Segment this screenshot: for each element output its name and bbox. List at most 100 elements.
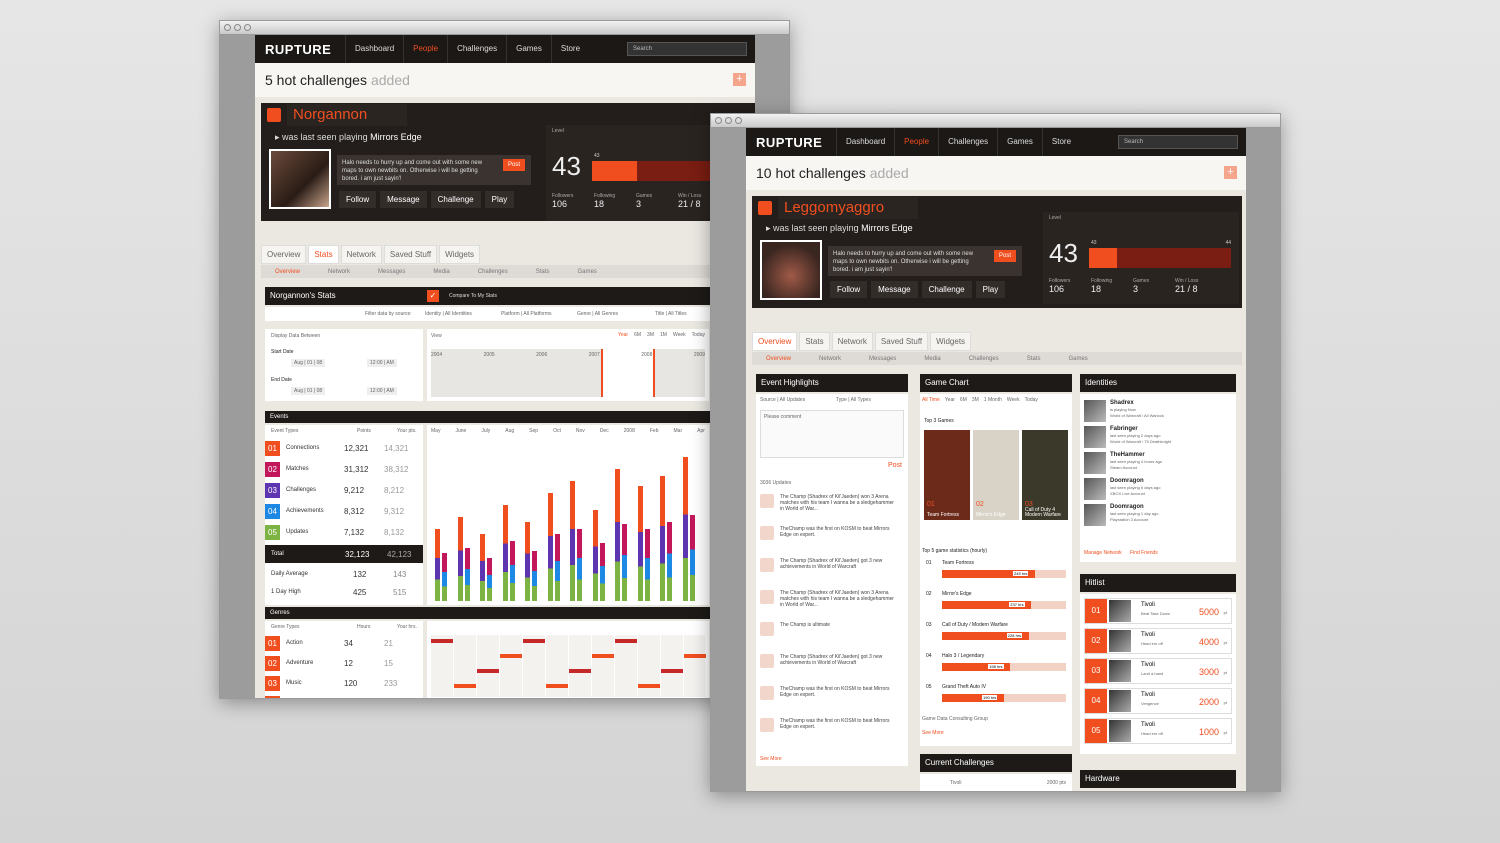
follow-button[interactable]: Follow — [339, 191, 377, 208]
stat-followers[interactable]: Followers 106 — [1049, 278, 1091, 294]
post-button[interactable]: Post — [993, 250, 1016, 262]
identity-name[interactable]: Doomragon — [1110, 478, 1144, 484]
genre-row[interactable]: 02 Adventure 12 15 — [265, 654, 423, 672]
nav-people[interactable]: People — [403, 35, 447, 63]
identity-name[interactable]: TheHammer — [1110, 452, 1145, 458]
subtab-challenges[interactable]: Challenges — [968, 355, 999, 362]
top3-game-card[interactable]: 01 Team Fortress — [924, 430, 970, 520]
update-item[interactable]: The Champ (Shadrex of Kil'Jaeden) got 3 … — [760, 558, 900, 572]
stat-win-loss[interactable]: Win / Loss 21 / 8 — [1175, 278, 1217, 294]
timeline-selection-handle[interactable] — [601, 349, 655, 397]
post-button[interactable]: Post — [502, 159, 525, 171]
update-item[interactable]: The Champ (Shadrex of Kil'Jaeden) won 3 … — [760, 494, 900, 512]
event-row[interactable]: 05 Updates 7,132 8,132 — [265, 523, 423, 541]
bar-connections[interactable] — [435, 529, 440, 601]
range-option[interactable]: Week — [1006, 397, 1020, 403]
nav-people[interactable]: People — [894, 128, 938, 156]
bar-connections[interactable] — [615, 469, 620, 601]
type-filter[interactable]: Type | All Types — [836, 397, 871, 403]
nav-challenges[interactable]: Challenges — [938, 128, 997, 156]
update-item[interactable]: TheChamp was the first on KOSM to beat M… — [760, 718, 900, 732]
hitlist-row[interactable]: 02 Tivoli Head em off 4000 pt — [1084, 628, 1232, 654]
update-item[interactable]: The Champ (Shadrex of Kil'Jaeden) got 3 … — [760, 654, 900, 668]
search-input[interactable]: Search — [1118, 135, 1238, 149]
last-seen-game[interactable]: Mirrors Edge — [370, 132, 422, 142]
tab-stats[interactable]: Stats — [308, 245, 339, 264]
bar-matches[interactable] — [599, 543, 605, 601]
bar-matches[interactable] — [644, 529, 650, 601]
identity-name[interactable]: Doomragon — [1110, 504, 1144, 510]
bar-connections[interactable] — [480, 533, 485, 601]
end-date-input[interactable]: Aug | 01 | 08 — [291, 387, 326, 395]
bar-matches[interactable] — [689, 514, 695, 601]
tab-network[interactable]: Network — [831, 332, 873, 351]
tab-network[interactable]: Network — [340, 245, 382, 264]
genre-row[interactable]: 04Racing894 — [265, 694, 423, 698]
profile-name[interactable]: Norgannon — [287, 104, 407, 126]
tab-saved-stuff[interactable]: Saved Stuff — [874, 332, 929, 351]
minimize-window-button[interactable] — [234, 24, 241, 31]
bar-connections[interactable] — [637, 485, 643, 601]
rupture-logo[interactable]: RUPTURE — [265, 41, 332, 57]
range-option[interactable]: Year — [944, 397, 955, 403]
bar-connections[interactable] — [457, 517, 463, 601]
subtab-overview[interactable]: Overview — [766, 355, 792, 362]
platform-filter[interactable]: Platform | All Platforms — [501, 311, 552, 317]
identity-name[interactable]: Shadrex — [1110, 400, 1134, 406]
bar-matches[interactable] — [667, 521, 672, 601]
genre-row[interactable]: 01 Action 34 21 — [265, 634, 423, 652]
bar-connections[interactable] — [502, 505, 508, 601]
add-icon[interactable]: + — [1224, 166, 1237, 179]
message-button[interactable]: Message — [871, 281, 918, 298]
subtab-games[interactable]: Games — [1068, 355, 1088, 362]
top5-name[interactable]: Team Fortress — [942, 560, 974, 566]
hitlist-row[interactable]: 04 Tivoli Vengence 2000 pt — [1084, 688, 1232, 714]
view-year[interactable]: Year — [617, 332, 629, 338]
stat-games[interactable]: Games 3 — [1133, 278, 1175, 294]
genre-row[interactable]: 03 Music 120 233 — [265, 674, 423, 692]
nav-dashboard[interactable]: Dashboard — [345, 35, 403, 63]
bar-matches[interactable] — [509, 541, 515, 601]
update-item[interactable]: TheChamp was the first on KOSM to beat M… — [760, 526, 900, 540]
tab-saved-stuff[interactable]: Saved Stuff — [383, 245, 438, 264]
update-item[interactable]: The Champ (Shadrex of Kil'Jaeden) won 3 … — [760, 590, 900, 608]
profile-name[interactable]: Leggomyaggro — [778, 197, 918, 219]
checkbox-icon[interactable]: ✓ — [427, 290, 439, 302]
view-6m[interactable]: 6M — [634, 332, 642, 338]
top3-game-card[interactable]: 02 Mirror's Edge — [973, 430, 1019, 520]
top5-name[interactable]: Halo 3 / Legendary — [942, 653, 985, 659]
bar-connections[interactable] — [660, 476, 665, 601]
tab-overview[interactable]: Overview — [261, 245, 307, 264]
hitlist-row[interactable]: 03 Tivoli Land a hand 3000 pt — [1084, 658, 1232, 684]
add-icon[interactable]: + — [733, 73, 746, 86]
update-item[interactable]: TheChamp was the first on KOSM to beat M… — [760, 686, 900, 700]
tab-overview[interactable]: Overview — [752, 332, 798, 351]
identity-name[interactable]: Fabringer — [1110, 426, 1138, 432]
stat-games[interactable]: Games 3 — [636, 193, 678, 209]
current-challenge-name[interactable]: Tivoli — [950, 780, 962, 786]
subtab-media[interactable]: Media — [924, 355, 941, 362]
tab-widgets[interactable]: Widgets — [930, 332, 972, 351]
tab-stats[interactable]: Stats — [799, 332, 830, 351]
top5-name[interactable]: Call of Duty / Modern Warfare — [942, 622, 1008, 628]
title-filter[interactable]: Title | All Titles — [655, 311, 687, 317]
bar-matches[interactable] — [532, 550, 537, 601]
nav-games[interactable]: Games — [506, 35, 551, 63]
play-button[interactable]: Play — [975, 281, 1006, 298]
avatar[interactable] — [1084, 478, 1106, 500]
stat-following[interactable]: Following 18 — [1091, 278, 1133, 294]
find-friends-link[interactable]: Find Friends — [1130, 550, 1158, 556]
subtab-stats[interactable]: Stats — [1026, 355, 1041, 362]
hitlist-row[interactable]: 01 Tivoli Beat Take Down 5000 pt — [1084, 598, 1232, 624]
comment-textarea[interactable]: Please comment — [760, 410, 904, 458]
see-more-link[interactable]: See More — [760, 756, 782, 762]
play-button[interactable]: Play — [484, 191, 515, 208]
view-today[interactable]: Today — [691, 332, 705, 338]
nav-challenges[interactable]: Challenges — [447, 35, 506, 63]
see-more-link[interactable]: See More — [922, 730, 944, 736]
subtab-messages[interactable]: Messages — [378, 268, 406, 275]
start-time-input[interactable]: 12:00 | AM — [367, 359, 397, 367]
event-row[interactable]: 02 Matches 31,312 38,312 — [265, 460, 423, 478]
bar-matches[interactable] — [442, 553, 447, 601]
avatar[interactable] — [1084, 400, 1106, 422]
